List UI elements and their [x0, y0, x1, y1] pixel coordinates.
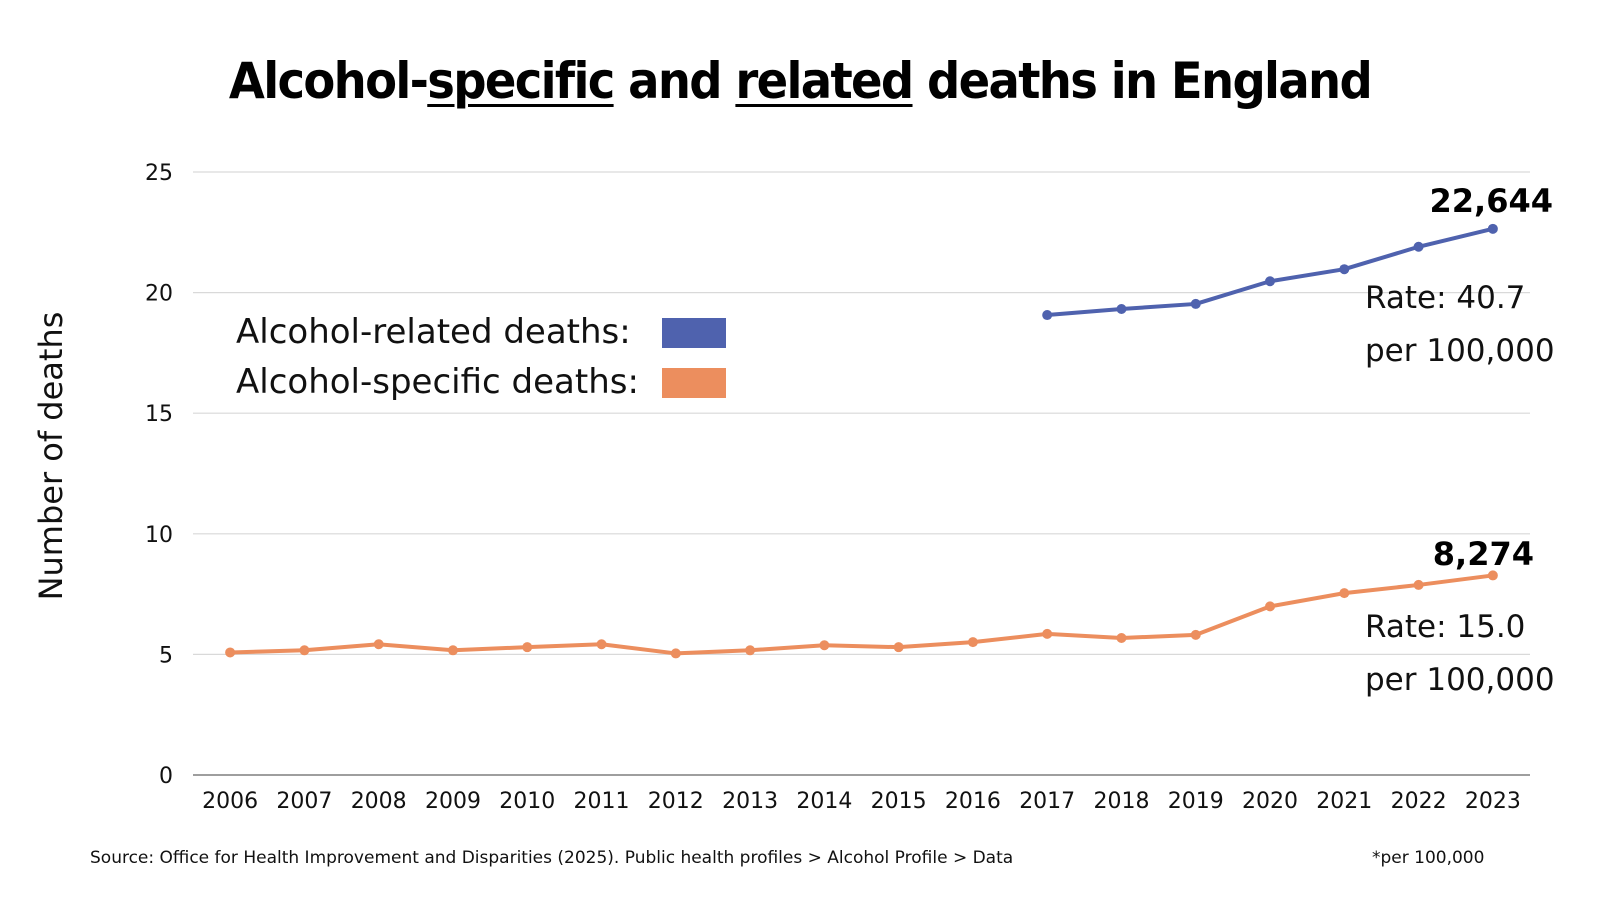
x-tick-label: 2007 — [276, 789, 332, 814]
end-label-specific: 8,274 — [1433, 535, 1534, 573]
data-point — [373, 639, 384, 650]
data-point — [1339, 588, 1350, 599]
y-tick-label: 10 — [145, 523, 173, 548]
x-tick-label: 2023 — [1465, 789, 1521, 814]
x-tick-label: 2018 — [1093, 789, 1149, 814]
series — [225, 223, 1498, 659]
data-point — [596, 639, 607, 650]
data-point — [745, 645, 756, 656]
x-tick-label: 2014 — [796, 789, 852, 814]
data-point — [447, 645, 458, 656]
legend-swatch-related — [662, 318, 726, 348]
y-axis-label: Number of deaths — [32, 312, 70, 601]
data-point — [1190, 629, 1201, 640]
annotations: 22,644 Rate: 40.7 per 100,000 8,274 Rate… — [1365, 182, 1555, 698]
data-point — [522, 642, 533, 653]
x-tick-label: 2020 — [1242, 789, 1298, 814]
chart-title: Alcohol-specific and related deaths in E… — [56, 52, 1544, 110]
x-tick-label: 2006 — [202, 789, 258, 814]
data-point — [819, 640, 830, 651]
data-point — [1190, 298, 1201, 309]
x-tick-label: 2015 — [871, 789, 927, 814]
title-part-5: deaths in England — [912, 52, 1373, 110]
data-point — [1116, 304, 1127, 315]
data-point — [299, 645, 310, 656]
data-point — [225, 647, 236, 658]
x-tick-label: 2021 — [1316, 789, 1372, 814]
title-part-3: and — [613, 52, 736, 110]
x-tick-label: 2013 — [722, 789, 778, 814]
data-point — [1042, 310, 1053, 321]
data-point — [1042, 628, 1053, 639]
gridlines — [193, 171, 1530, 776]
series-line — [228, 573, 1495, 656]
x-tick-label: 2008 — [351, 789, 407, 814]
data-point — [1487, 223, 1498, 234]
x-tick-label: 2012 — [648, 789, 704, 814]
title-part-specific: specific — [427, 52, 615, 110]
data-point — [1413, 241, 1424, 252]
rate-label-specific-line1: Rate: 15.0 — [1365, 609, 1525, 645]
x-tick-label: 2010 — [499, 789, 555, 814]
y-tick-label: 0 — [159, 764, 173, 789]
x-axis-ticks: 2006 2007 2008 2009 2010 2011 2012 2013 2014 2015… — [202, 789, 1521, 814]
rate-label-specific-line2: per 100,000 — [1365, 662, 1555, 698]
rate-label-related-line1: Rate: 40.7 — [1365, 280, 1525, 316]
data-point — [1487, 570, 1498, 581]
y-axis-ticks: 0 5 10 15 20 25 — [145, 161, 173, 789]
source-note: Source: Office for Health Improvement an… — [90, 848, 1014, 868]
x-tick-label: 2019 — [1168, 789, 1224, 814]
legend-label-related: Alcohol-related deaths: — [236, 312, 631, 352]
data-point — [1265, 601, 1276, 612]
title-part-1: Alcohol- — [228, 52, 429, 110]
data-point — [670, 648, 681, 659]
end-label-related: 22,644 — [1430, 182, 1553, 220]
legend-label-specific: Alcohol-specific deaths: — [236, 362, 639, 402]
rate-label-related-line2: per 100,000 — [1365, 333, 1555, 369]
data-point — [1116, 632, 1127, 643]
data-point — [1339, 264, 1350, 275]
x-tick-label: 2017 — [1019, 789, 1075, 814]
title-part-related: related — [735, 52, 914, 110]
data-point — [1265, 276, 1276, 287]
x-tick-label: 2022 — [1391, 789, 1447, 814]
y-tick-label: 15 — [145, 402, 173, 427]
legend-swatch-specific — [662, 368, 726, 398]
x-tick-label: 2009 — [425, 789, 481, 814]
series-alcohol-related — [1042, 223, 1498, 321]
y-tick-label: 25 — [145, 161, 173, 186]
x-tick-label: 2011 — [574, 789, 630, 814]
per-100000-note: *per 100,000 — [1372, 848, 1485, 868]
data-point — [1413, 579, 1424, 590]
data-point — [893, 642, 904, 653]
x-tick-label: 2016 — [945, 789, 1001, 814]
legend: Alcohol-related deaths: Alcohol-specific… — [236, 312, 726, 402]
y-tick-label: 20 — [145, 282, 173, 307]
y-tick-label: 5 — [159, 643, 173, 668]
data-point — [967, 637, 978, 648]
series-alcohol-specific — [225, 570, 1498, 659]
